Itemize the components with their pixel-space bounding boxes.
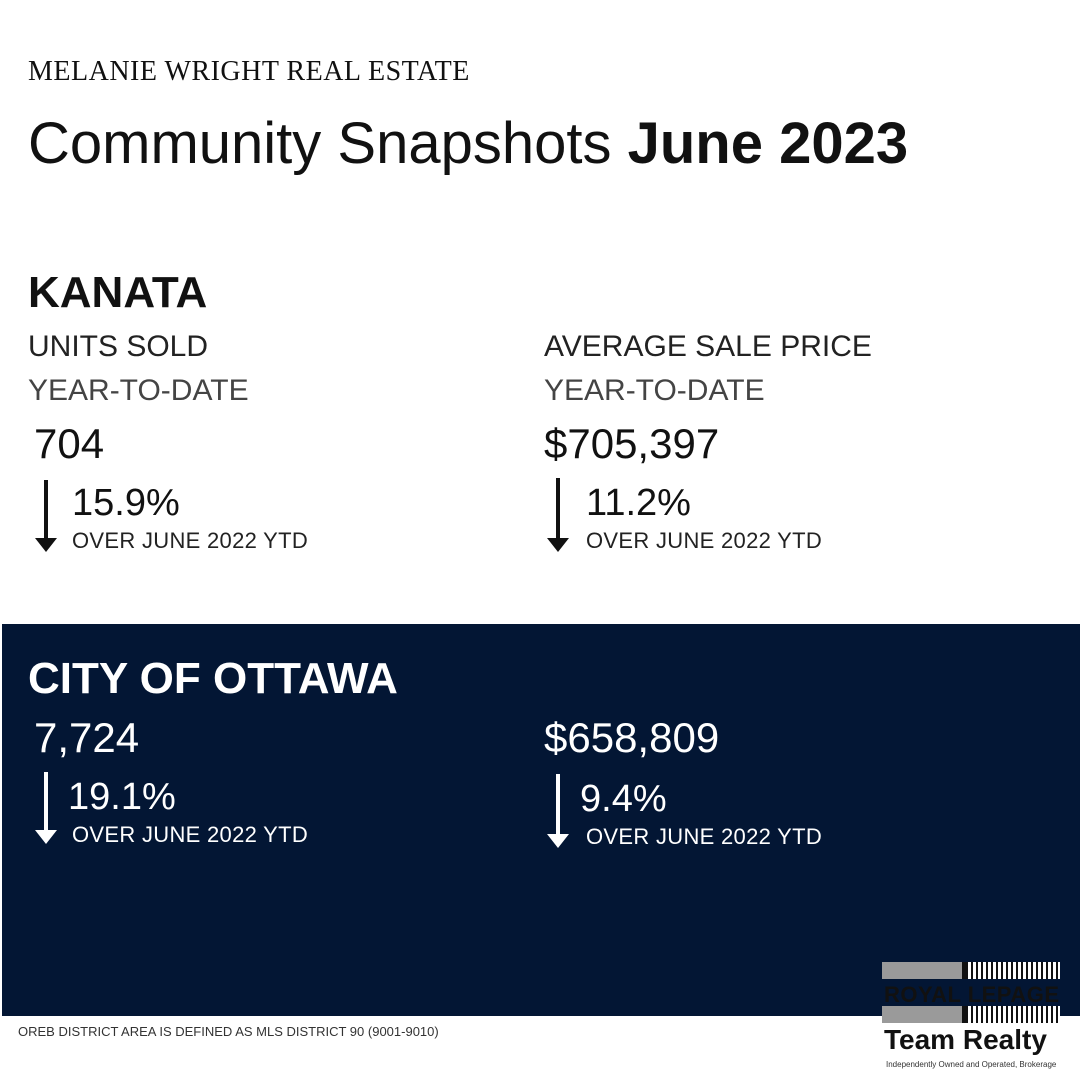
logo-stripe-top — [882, 962, 1060, 979]
kanata-units-change: 15.9% — [72, 482, 180, 524]
kanata-heading: KANATA — [28, 268, 208, 317]
kanata-units-comparison: OVER JUNE 2022 YTD — [72, 528, 309, 553]
logo-stripe-bottom — [882, 1006, 1060, 1023]
kanata-price-comparison: OVER JUNE 2022 YTD — [586, 528, 823, 553]
ottawa-price-value: $658,809 — [544, 714, 720, 761]
arrow-down-icon — [546, 478, 570, 554]
ottawa-units-change: 19.1% — [68, 776, 176, 818]
ottawa-price-change: 9.4% — [580, 778, 667, 820]
kanata-price-value: $705,397 — [544, 420, 720, 467]
logo-line2: Team Realty — [884, 1024, 1047, 1055]
ottawa-units-comparison: OVER JUNE 2022 YTD — [72, 822, 309, 847]
ottawa-heading: CITY OF OTTAWA — [28, 654, 398, 703]
logo-tagline: Independently Owned and Operated, Broker… — [886, 1060, 1057, 1069]
kanata-price-change: 11.2% — [586, 482, 691, 524]
ottawa-panel: CITY OF OTTAWA 7,724 19.1% OVER JUNE 202… — [2, 624, 1080, 1016]
ottawa-price-comparison: OVER JUNE 2022 YTD — [586, 824, 823, 849]
footnote: OREB DISTRICT AREA IS DEFINED AS MLS DIS… — [18, 1024, 439, 1039]
royal-lepage-logo: ROYAL LEPAGE Team Realty Independently O… — [882, 962, 1062, 1072]
arrow-down-icon — [546, 774, 570, 850]
kanata-price-label: AVERAGE SALE PRICE — [544, 330, 872, 363]
title-bold: June 2023 — [627, 111, 909, 176]
kanata-units-label: UNITS SOLD — [28, 330, 209, 363]
ottawa-units-value: 7,724 — [34, 714, 140, 761]
kanata-units-value: 704 — [34, 420, 105, 467]
brand-name: MELANIE WRIGHT REAL ESTATE — [28, 56, 470, 87]
page-title: Community Snapshots June 2023 — [28, 110, 908, 177]
kanata-units-sublabel: YEAR-TO-DATE — [28, 374, 249, 407]
arrow-down-icon — [34, 772, 58, 846]
kanata-price-sublabel: YEAR-TO-DATE — [544, 374, 765, 407]
arrow-down-icon — [34, 480, 58, 554]
title-regular: Community Snapshots — [28, 111, 612, 176]
logo-line1: ROYAL LEPAGE — [884, 982, 1060, 1007]
